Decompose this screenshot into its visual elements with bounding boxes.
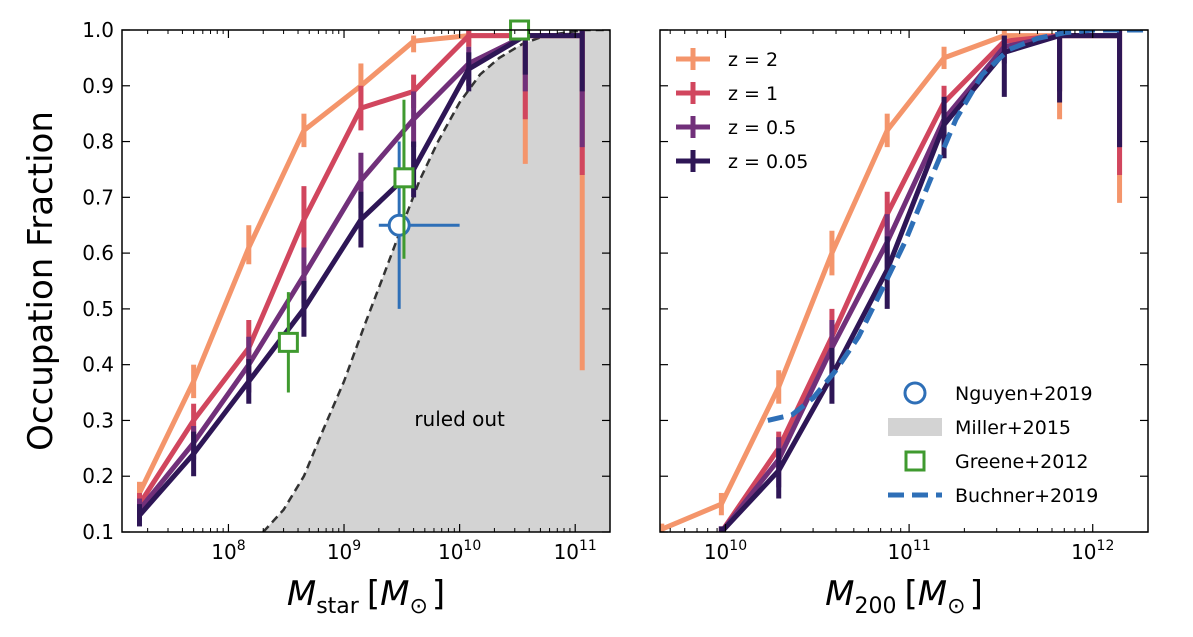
legend-label: Buchner+2019: [955, 485, 1098, 507]
x-tick-base: 10: [327, 540, 352, 564]
left-plot-frame: [121, 29, 611, 533]
series-point: [412, 117, 416, 121]
series-point: [192, 452, 196, 456]
legend-circle-marker: [903, 381, 927, 405]
legend-label: z = 0.05: [728, 151, 808, 173]
series-point: [137, 513, 141, 517]
series-point: [247, 379, 251, 383]
x-tick-label: 1010: [704, 538, 747, 564]
series-point: [302, 128, 306, 132]
x-tick-exponent: 10: [463, 538, 481, 554]
miller-shade-area: [263, 30, 610, 532]
x-tick-base: 10: [438, 540, 463, 564]
ruled-out-annotation: ruled out: [414, 407, 505, 431]
series-point: [302, 218, 306, 222]
series-point: [942, 56, 946, 60]
series-point: [192, 418, 196, 422]
x-tick-exponent: 11: [913, 538, 931, 554]
y-tick-label: 0.3: [82, 408, 114, 432]
x-tick-base: 10: [704, 540, 729, 564]
series-point: [830, 251, 834, 255]
x-tick-exponent: 10: [729, 538, 747, 554]
x-tick-exponent: 9: [352, 538, 361, 554]
y-tick-label: 0.1: [82, 520, 114, 544]
y-tick-label: 0.6: [82, 241, 114, 265]
nguyen-marker: [387, 213, 411, 237]
series-point: [777, 469, 781, 473]
right-panel: 1010 1011 1012 M200 [M⊙] Nguyen+2019Miller+…: [659, 29, 1149, 619]
legend-square-marker: [904, 450, 926, 472]
legend-label: z = 1: [728, 83, 778, 105]
series-point: [467, 67, 471, 71]
legend-observations: Nguyen+2019 Miller+2015 Greene+2012 Buchner…: [888, 381, 1098, 507]
x-tick-label: 1010: [438, 538, 481, 564]
series-point: [302, 307, 306, 311]
x-tick-label: 1012: [1071, 538, 1114, 564]
x-tick-base: 10: [554, 540, 579, 564]
x-tick-base: 10: [211, 540, 236, 564]
x-tick-label: 109: [327, 538, 361, 564]
y-tick-label: 0.4: [82, 353, 114, 377]
x-tick-exponent: 12: [1097, 538, 1115, 554]
legend-redshift: z = 2 z = 1 z = 0.5 z = 0.05: [676, 48, 808, 173]
series-point: [885, 268, 889, 272]
left-ticks: 108 109 1010 10110.10.20.30.40.50.60.70.80.…: [82, 18, 611, 564]
x-tick-label: 108: [211, 538, 245, 564]
legend-label: z = 0.5: [728, 117, 796, 139]
right-plot-frame: [659, 29, 1149, 533]
y-tick-label: 0.2: [82, 464, 114, 488]
y-tick-label: 0.9: [82, 74, 114, 98]
series-point: [777, 385, 781, 389]
x-tick-base: 10: [1071, 540, 1096, 564]
legend-label: Greene+2012: [955, 451, 1089, 473]
x-tick-exponent: 8: [237, 538, 246, 554]
legend-patch: [888, 418, 942, 436]
right-series-group: [660, 30, 1123, 532]
series-point: [247, 246, 251, 250]
series-point: [359, 218, 363, 222]
left-observations: [277, 19, 531, 393]
series-point: [885, 128, 889, 132]
x-tick-exponent: 11: [579, 538, 597, 554]
left-x-axis-label: Mstar [M⊙]: [287, 574, 445, 619]
right-ticks: 1010 1011 1012: [660, 29, 1149, 564]
greene-marker: [393, 167, 415, 189]
series-point: [359, 106, 363, 110]
series-point: [719, 502, 723, 506]
y-tick-label: 1.0: [82, 18, 114, 42]
legend-label: z = 2: [728, 49, 778, 71]
greene-marker: [277, 331, 299, 353]
series-point: [302, 273, 306, 277]
y-tick-label: 0.7: [82, 185, 114, 209]
x-tick-label: 1011: [554, 538, 597, 564]
x-tick-base: 10: [887, 540, 912, 564]
series-point: [192, 379, 196, 383]
series-point: [1118, 34, 1122, 38]
series-point: [1002, 50, 1006, 54]
series-point: [660, 527, 664, 531]
series-point: [580, 34, 584, 38]
right-x-axis-label: M200 [M⊙]: [825, 574, 983, 619]
y-axis-label: Occupation Fraction: [21, 111, 61, 451]
series-line: [719, 33, 1120, 532]
legend-label: Miller+2015: [955, 417, 1071, 439]
y-tick-label: 0.8: [82, 130, 114, 154]
miller-shaded-region: [262, 30, 610, 532]
x-tick-label: 1011: [887, 538, 930, 564]
y-tick-label: 0.5: [82, 297, 114, 321]
left-series-group: [136, 30, 585, 527]
left-panel: 108 109 1010 10110.10.20.30.40.50.60.70.80.…: [82, 18, 808, 619]
series-point: [467, 34, 471, 38]
series-point: [942, 123, 946, 127]
legend-label: Nguyen+2019: [955, 383, 1093, 405]
series-point: [412, 39, 416, 43]
series-point: [359, 179, 363, 183]
